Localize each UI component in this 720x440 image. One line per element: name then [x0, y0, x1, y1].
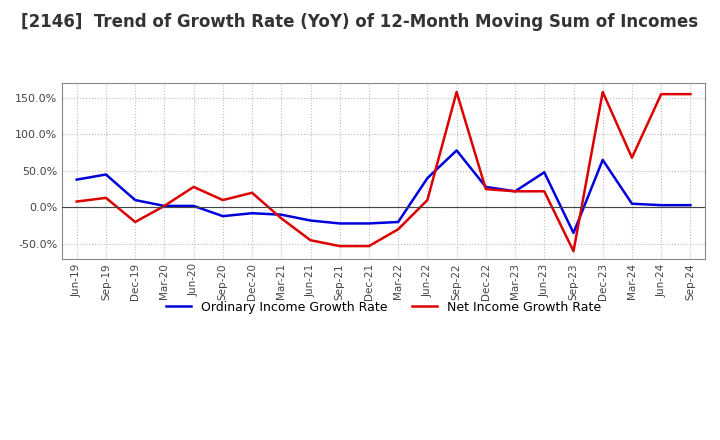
Ordinary Income Growth Rate — [102, 172, 110, 177]
Net Income Growth Rate — [102, 195, 110, 201]
Ordinary Income Growth Rate — [510, 189, 519, 194]
Ordinary Income Growth Rate — [570, 230, 578, 235]
Ordinary Income Growth Rate — [131, 198, 140, 203]
Ordinary Income Growth Rate — [336, 221, 344, 226]
Net Income Growth Rate — [394, 227, 402, 232]
Ordinary Income Growth Rate — [248, 211, 256, 216]
Ordinary Income Growth Rate — [598, 157, 607, 162]
Net Income Growth Rate — [482, 187, 490, 192]
Net Income Growth Rate — [160, 203, 168, 209]
Ordinary Income Growth Rate — [394, 220, 402, 225]
Text: [2146]  Trend of Growth Rate (YoY) of 12-Month Moving Sum of Incomes: [2146] Trend of Growth Rate (YoY) of 12-… — [22, 13, 698, 31]
Ordinary Income Growth Rate — [423, 176, 432, 181]
Net Income Growth Rate — [364, 243, 373, 249]
Ordinary Income Growth Rate — [364, 221, 373, 226]
Net Income Growth Rate — [570, 249, 578, 254]
Net Income Growth Rate — [248, 190, 256, 195]
Ordinary Income Growth Rate — [73, 177, 81, 182]
Net Income Growth Rate — [657, 92, 665, 97]
Ordinary Income Growth Rate — [218, 213, 227, 219]
Net Income Growth Rate — [452, 89, 461, 95]
Net Income Growth Rate — [277, 216, 286, 221]
Net Income Growth Rate — [218, 198, 227, 203]
Ordinary Income Growth Rate — [189, 203, 198, 209]
Ordinary Income Growth Rate — [657, 202, 665, 208]
Line: Net Income Growth Rate: Net Income Growth Rate — [77, 92, 690, 251]
Net Income Growth Rate — [189, 184, 198, 190]
Net Income Growth Rate — [510, 189, 519, 194]
Legend: Ordinary Income Growth Rate, Net Income Growth Rate: Ordinary Income Growth Rate, Net Income … — [161, 296, 606, 319]
Ordinary Income Growth Rate — [482, 184, 490, 190]
Ordinary Income Growth Rate — [306, 218, 315, 223]
Ordinary Income Growth Rate — [277, 212, 286, 217]
Net Income Growth Rate — [540, 189, 549, 194]
Ordinary Income Growth Rate — [540, 170, 549, 175]
Ordinary Income Growth Rate — [452, 148, 461, 153]
Ordinary Income Growth Rate — [628, 201, 636, 206]
Net Income Growth Rate — [131, 220, 140, 225]
Net Income Growth Rate — [598, 89, 607, 95]
Net Income Growth Rate — [306, 238, 315, 243]
Net Income Growth Rate — [628, 155, 636, 160]
Ordinary Income Growth Rate — [686, 202, 695, 208]
Net Income Growth Rate — [423, 198, 432, 203]
Line: Ordinary Income Growth Rate: Ordinary Income Growth Rate — [77, 150, 690, 233]
Net Income Growth Rate — [336, 243, 344, 249]
Net Income Growth Rate — [73, 199, 81, 204]
Net Income Growth Rate — [686, 92, 695, 97]
Ordinary Income Growth Rate — [160, 203, 168, 209]
